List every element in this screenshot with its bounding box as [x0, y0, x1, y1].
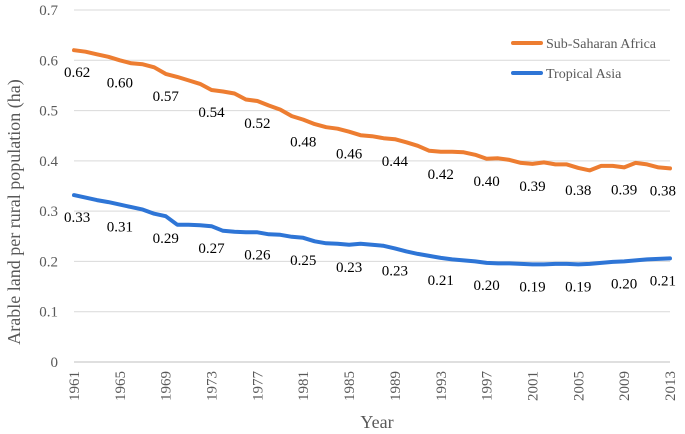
- data-labels: 0.62 0.60 0.57 0.54 0.52 0.48 0.46 0.44 0.42 0.40…: [64, 65, 676, 295]
- data-label-tropical-asia-1977: 0.26: [244, 247, 271, 263]
- data-label-tropical-asia-2001: 0.19: [519, 279, 545, 295]
- data-label-tropical-asia-1997: 0.20: [473, 278, 499, 294]
- data-label-sub-saharan-africa-1993: 0.42: [428, 167, 454, 183]
- y-tick-label-0.4: 0.4: [39, 154, 58, 170]
- x-tick-label-1961: 1961: [67, 371, 83, 401]
- data-label-sub-saharan-africa-2001: 0.39: [519, 179, 545, 195]
- x-tick-label-2005: 2005: [571, 371, 587, 401]
- data-label-sub-saharan-africa-1985: 0.46: [336, 147, 363, 163]
- y-tick-label-0.1: 0.1: [39, 305, 58, 321]
- data-label-tropical-asia-1973: 0.27: [198, 241, 225, 257]
- y-tick-label-0.6: 0.6: [39, 53, 58, 69]
- x-tick-label-2009: 2009: [617, 371, 633, 401]
- x-tick-label-1981: 1981: [296, 371, 312, 401]
- data-label-sub-saharan-africa-1969: 0.57: [153, 89, 180, 105]
- x-tick-label-1985: 1985: [342, 371, 358, 401]
- series-line-sub-saharan-africa: [72, 48, 672, 173]
- x-tick-label-1965: 1965: [113, 371, 129, 401]
- data-label-sub-saharan-africa-2013: 0.38: [650, 183, 676, 199]
- x-tick-label-1977: 1977: [250, 371, 266, 402]
- gridlines: [74, 9, 670, 363]
- data-label-tropical-asia-1969: 0.29: [153, 231, 179, 247]
- series-lines: [72, 48, 672, 267]
- data-label-tropical-asia-1981: 0.25: [290, 253, 316, 269]
- data-label-tropical-asia-1989: 0.23: [382, 263, 408, 279]
- legend: Sub-Saharan Africa Tropical Asia: [511, 37, 657, 82]
- data-label-tropical-asia-1993: 0.21: [428, 273, 454, 289]
- data-label-tropical-asia-1961: 0.33: [64, 210, 90, 226]
- data-label-sub-saharan-africa-1973: 0.54: [198, 105, 225, 121]
- data-label-sub-saharan-africa-2009: 0.39: [611, 182, 637, 198]
- data-label-sub-saharan-africa-1965: 0.60: [107, 75, 133, 91]
- data-label-tropical-asia-1985: 0.23: [336, 260, 362, 276]
- x-tick-label-1997: 1997: [480, 371, 496, 402]
- x-tick-label-1969: 1969: [159, 371, 175, 401]
- data-label-sub-saharan-africa-1989: 0.44: [382, 154, 409, 170]
- data-label-tropical-asia-1965: 0.31: [107, 220, 133, 236]
- data-label-tropical-asia-2013: 0.21: [650, 273, 676, 289]
- data-label-sub-saharan-africa-1997: 0.40: [473, 174, 499, 190]
- data-label-tropical-asia-2009: 0.20: [611, 276, 637, 292]
- y-tick-label-0.2: 0.2: [39, 254, 58, 270]
- y-tick-label-0.7: 0.7: [39, 3, 58, 19]
- series-line-tropical-asia: [72, 193, 672, 267]
- y-axis-ticks: 0 0.1 0.2 0.3 0.4 0.5 0.6 0.7: [39, 3, 58, 371]
- data-label-tropical-asia-2005: 0.19: [565, 279, 591, 295]
- data-label-sub-saharan-africa-2005: 0.38: [565, 183, 591, 199]
- legend-label-tropical-asia: Tropical Asia: [546, 67, 622, 82]
- y-tick-label-0: 0: [51, 355, 59, 371]
- y-tick-label-0.3: 0.3: [39, 204, 58, 220]
- x-tick-label-1989: 1989: [388, 371, 404, 401]
- x-axis-title: Year: [360, 412, 393, 432]
- x-tick-label-2001: 2001: [525, 371, 541, 401]
- y-axis-title: Arable land per rural population (ha): [4, 79, 25, 344]
- data-label-sub-saharan-africa-1981: 0.48: [290, 135, 316, 151]
- x-tick-label-1993: 1993: [434, 371, 450, 401]
- x-tick-label-2013: 2013: [663, 371, 679, 401]
- data-label-sub-saharan-africa-1961: 0.62: [64, 65, 90, 81]
- y-tick-label-0.5: 0.5: [39, 104, 58, 120]
- x-axis-ticks: 1961 1965 1969 1973 1977 1981 1985 1989 1993 1997…: [67, 371, 679, 402]
- legend-label-sub-saharan-africa: Sub-Saharan Africa: [546, 37, 657, 52]
- x-tick-label-1973: 1973: [205, 371, 221, 401]
- data-label-sub-saharan-africa-1977: 0.52: [244, 116, 270, 132]
